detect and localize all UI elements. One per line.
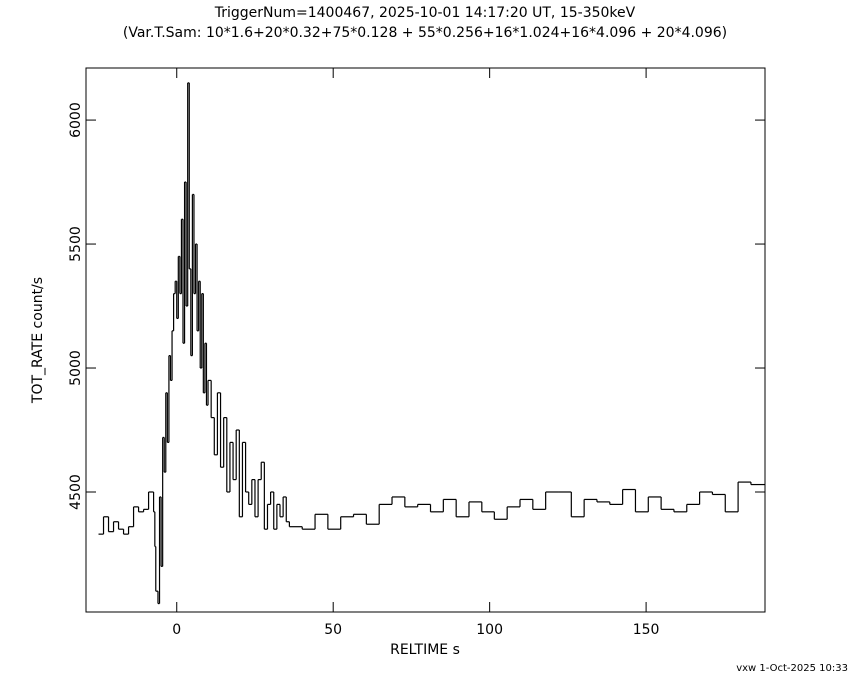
x-axis-label: RELTIME s [390, 642, 460, 658]
footer: vxw 1-Oct-2025 10:33 [736, 663, 848, 674]
x-tick-label: 0 [172, 622, 181, 638]
y-tick-label: 5500 [68, 226, 84, 262]
y-axis-label: TOT_RATE count/s [30, 277, 46, 404]
x-tick-label: 100 [476, 622, 503, 638]
x-tick-label: 50 [324, 622, 342, 638]
y-tick-label: 4500 [68, 474, 84, 510]
plot-frame [85, 67, 766, 613]
y-tick-label: 6000 [68, 102, 84, 138]
y-tick-label: 5000 [68, 350, 84, 386]
chart-title: TriggerNum=1400467, 2025-10-01 14:17:20 … [214, 5, 636, 21]
chart-subtitle: (Var.T.Sam: 10*1.6+20*0.32+75*0.128 + 55… [123, 25, 727, 41]
x-tick-label: 150 [633, 622, 660, 638]
